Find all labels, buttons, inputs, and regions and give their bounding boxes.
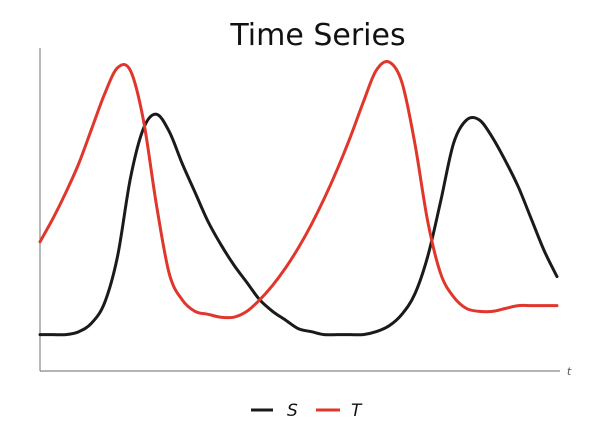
legend-item-t: T	[316, 401, 363, 421]
series-layer	[38, 60, 559, 337]
legend-item-s: S	[251, 401, 298, 421]
legend-label-s: S	[287, 401, 298, 421]
x-axis-label: t	[567, 365, 572, 378]
chart-title: Time Series	[229, 18, 405, 53]
plot-area: t	[38, 48, 572, 378]
series-line-t	[38, 60, 559, 320]
series-line-s	[38, 112, 559, 337]
legend-label-t: T	[351, 401, 363, 421]
legend: S T	[251, 401, 363, 421]
